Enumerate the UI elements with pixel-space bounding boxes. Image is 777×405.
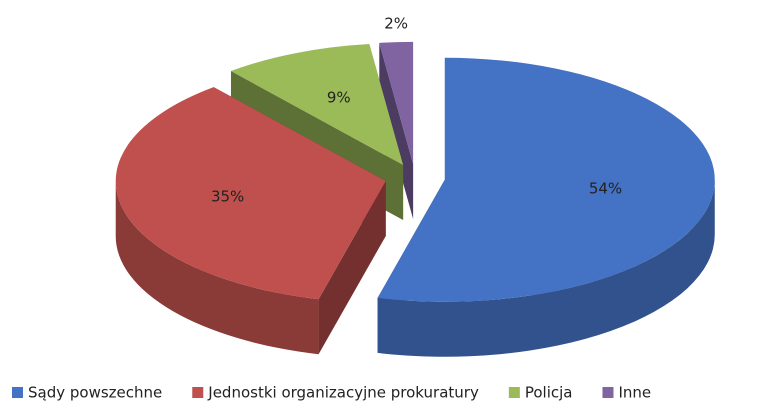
data-label: 54% bbox=[589, 179, 622, 197]
slice-top bbox=[377, 57, 715, 302]
legend-swatch bbox=[508, 387, 520, 398]
data-label: 9% bbox=[327, 88, 351, 106]
slice-side bbox=[379, 42, 414, 219]
pie-slice bbox=[377, 57, 715, 357]
pie-slice bbox=[379, 41, 414, 219]
data-label: 35% bbox=[211, 188, 244, 206]
legend-label: Sądy powszechne bbox=[28, 384, 162, 402]
legend-label: Policja bbox=[525, 384, 573, 402]
slice-wall bbox=[115, 181, 319, 355]
slice-top bbox=[379, 41, 414, 164]
pie-slice bbox=[115, 87, 386, 355]
legend-swatch bbox=[12, 387, 23, 398]
legend-label: Inne bbox=[618, 384, 651, 402]
data-label: 2% bbox=[384, 15, 408, 33]
slice-wall bbox=[377, 179, 715, 357]
legend-swatch bbox=[192, 387, 204, 398]
slice-top bbox=[115, 87, 386, 300]
slice-top bbox=[230, 44, 404, 166]
legend-swatch bbox=[602, 387, 614, 398]
legend-label: Jednostki organizacyjne prokuratury bbox=[207, 384, 479, 402]
